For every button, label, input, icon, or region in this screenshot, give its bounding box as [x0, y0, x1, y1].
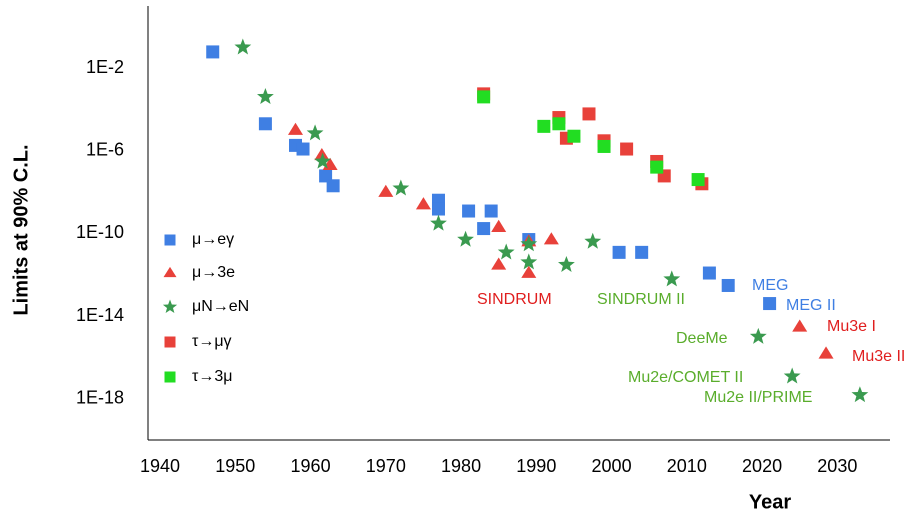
- x-axis-label: Year: [749, 491, 791, 513]
- square-marker: [319, 169, 333, 183]
- star-marker: [162, 299, 178, 314]
- square-marker: [612, 245, 626, 259]
- legend-label: μN→eN: [192, 298, 249, 315]
- y-tick-label: 1E-6: [86, 139, 124, 159]
- x-tick-label: 1960: [291, 456, 331, 476]
- x-tick-label: 1970: [366, 456, 406, 476]
- star-marker: [558, 255, 575, 272]
- square-marker: [650, 160, 664, 174]
- annotation: MEG II: [786, 297, 836, 314]
- star-marker: [497, 243, 515, 260]
- x-tick-label: 2020: [742, 456, 782, 476]
- legend-label: μ→3e: [192, 264, 235, 281]
- triangle-marker: [543, 232, 559, 245]
- x-tick-label: 1980: [441, 456, 481, 476]
- star-marker: [457, 230, 474, 247]
- star-marker: [314, 152, 331, 169]
- triangle-marker: [378, 184, 394, 197]
- star-marker: [663, 270, 681, 287]
- triangle-marker: [288, 122, 304, 135]
- triangle-marker: [491, 219, 507, 232]
- triangle-marker: [314, 147, 330, 161]
- square-marker: [326, 179, 340, 193]
- x-tick-label: 1940: [140, 456, 180, 476]
- triangle-marker: [521, 265, 537, 278]
- triangle-marker: [415, 197, 431, 210]
- star-marker: [520, 253, 538, 270]
- square-marker: [620, 142, 634, 156]
- y-axis-label: Limits at 90% C.L.: [10, 144, 32, 315]
- square-marker: [258, 117, 272, 131]
- star-marker: [851, 386, 869, 403]
- annotation: Mu2e II/PRIME: [704, 389, 812, 406]
- x-tick-label: 2000: [592, 456, 632, 476]
- square-marker: [206, 45, 220, 59]
- star-marker: [584, 232, 602, 249]
- x-tick-label: 2030: [817, 456, 857, 476]
- star-marker: [234, 38, 252, 55]
- star-marker: [392, 179, 410, 196]
- annotation: Mu3e II: [852, 348, 905, 365]
- y-tick-label: 1E-10: [76, 222, 124, 242]
- legend-label: μ→eγ: [192, 231, 234, 248]
- triangle-marker: [491, 257, 507, 270]
- square-marker: [537, 119, 551, 133]
- triangle-marker: [163, 266, 177, 278]
- square-marker: [763, 297, 777, 311]
- annotation: DeeMe: [676, 330, 728, 347]
- square-marker: [164, 371, 176, 383]
- square-marker: [164, 336, 176, 348]
- x-tick-label: 1990: [516, 456, 556, 476]
- annotation: MEG: [752, 277, 788, 294]
- star-marker: [783, 367, 801, 384]
- square-marker: [635, 245, 649, 259]
- square-marker: [296, 142, 310, 156]
- square-marker: [477, 222, 491, 236]
- annotation: Mu2e/COMET II: [628, 369, 743, 386]
- square-marker: [431, 202, 445, 216]
- square-marker: [164, 234, 176, 246]
- square-marker: [477, 90, 491, 104]
- x-tick-label: 1950: [215, 456, 255, 476]
- annotation: SINDRUM II: [597, 291, 685, 308]
- star-marker: [520, 235, 538, 252]
- star-marker: [749, 327, 767, 344]
- square-marker: [484, 204, 498, 218]
- legend-label: τ→μγ: [192, 333, 232, 350]
- square-marker: [691, 173, 705, 187]
- x-tick-label: 2010: [667, 456, 707, 476]
- star-marker: [306, 124, 324, 141]
- y-tick-label: 1E-18: [76, 387, 124, 407]
- square-marker: [462, 204, 476, 218]
- square-marker: [582, 107, 596, 121]
- star-marker: [257, 88, 274, 105]
- triangle-marker: [818, 346, 834, 359]
- square-marker: [721, 278, 735, 292]
- legend-label: τ→3μ: [192, 368, 232, 385]
- y-tick-label: 1E-2: [86, 57, 124, 77]
- y-tick-label: 1E-14: [76, 305, 124, 325]
- square-marker: [702, 266, 716, 280]
- square-marker: [552, 117, 566, 131]
- star-marker: [430, 214, 447, 231]
- triangle-marker: [792, 319, 808, 332]
- annotation: SINDRUM: [477, 291, 552, 308]
- square-marker: [597, 139, 611, 153]
- square-marker: [567, 129, 581, 143]
- annotation: Mu3e I: [827, 318, 876, 335]
